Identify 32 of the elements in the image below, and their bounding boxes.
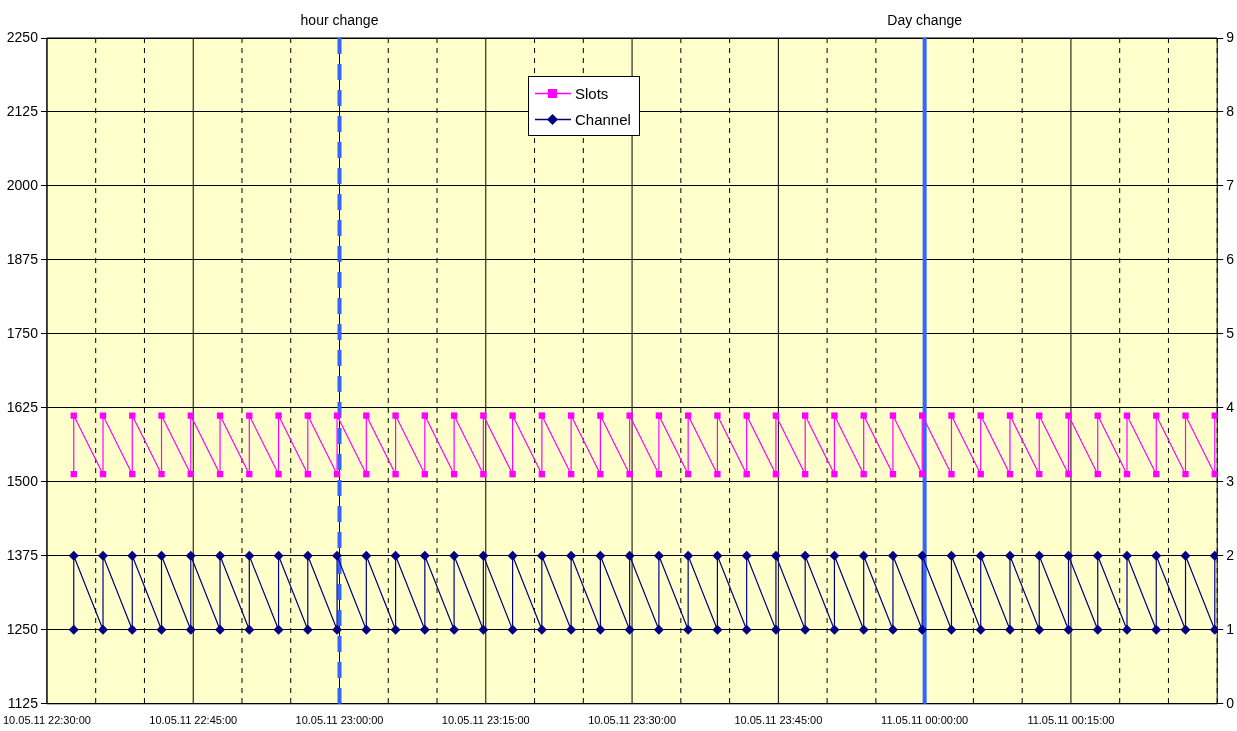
y2-tick-label: 5 <box>1226 324 1235 341</box>
y-tick-label: 1125 <box>7 694 39 711</box>
y2-tick-label: 2 <box>1226 546 1235 563</box>
y-tick-label: 1250 <box>6 620 39 637</box>
y2-tick-label: 6 <box>1226 250 1235 267</box>
y2-tick-label: 8 <box>1226 102 1235 119</box>
x-tick-label: 11.05.11 00:15:00 <box>1027 714 1115 727</box>
y-tick-label: 2125 <box>6 102 39 119</box>
y2-tick-label: 1 <box>1226 620 1235 637</box>
x-tick-label: 10.05.11 23:15:00 <box>441 714 530 727</box>
y-tick-label: 1750 <box>6 324 39 341</box>
y-tick-label: 2250 <box>6 28 39 45</box>
y-tick-label: 1625 <box>6 398 39 415</box>
y2-tick-label: 3 <box>1226 472 1235 489</box>
x-tick-label: 10.05.11 22:30:00 <box>2 714 91 727</box>
x-tick-label: 10.05.11 22:45:00 <box>149 714 238 727</box>
y2-tick-label: 7 <box>1226 176 1235 193</box>
y-tick-label: 2000 <box>6 176 39 193</box>
legend-label: Slots <box>575 84 609 102</box>
y2-tick-label: 4 <box>1226 398 1235 415</box>
x-tick-label: 11.05.11 00:00:00 <box>881 714 969 727</box>
x-tick-label: 10.05.11 23:30:00 <box>588 714 677 727</box>
ref-line-label: hour change <box>300 11 379 28</box>
y2-tick-label: 0 <box>1226 694 1235 711</box>
x-tick-label: 10.05.11 23:45:00 <box>734 714 823 727</box>
y-tick-label: 1500 <box>6 472 39 489</box>
y2-tick-label: 9 <box>1226 28 1235 45</box>
ref-line-label: Day change <box>887 11 963 28</box>
y-tick-label: 1375 <box>6 546 39 563</box>
legend-label: Channel <box>575 110 631 128</box>
x-tick-label: 10.05.11 23:00:00 <box>295 714 384 727</box>
y-tick-label: 1875 <box>6 250 39 267</box>
